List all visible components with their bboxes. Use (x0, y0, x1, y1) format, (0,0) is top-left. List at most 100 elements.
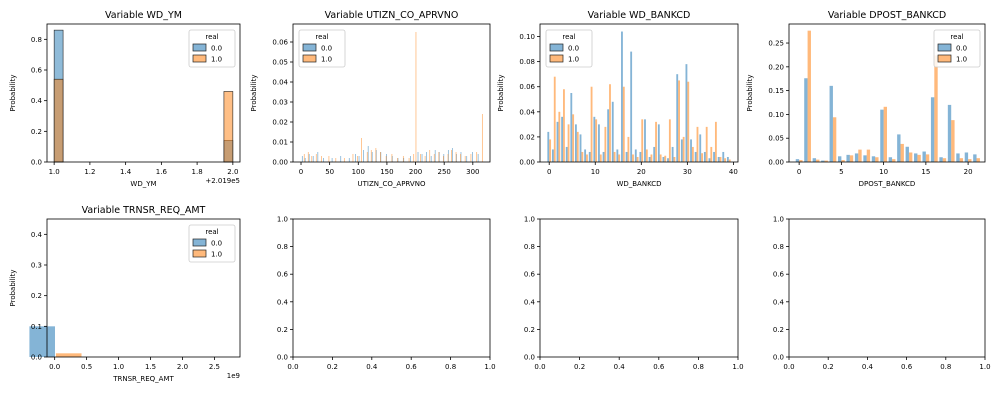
y-tick-label: 0.2 (31, 128, 42, 136)
x-tick-label: 1.0 (113, 363, 124, 371)
bar-1.0-26 (438, 152, 440, 162)
bar-0.0-6 (331, 158, 333, 162)
y-tick-label: 0.20 (768, 63, 784, 71)
bar-1.0-24 (429, 150, 431, 162)
legend-title: real (205, 228, 218, 236)
bar-1.0-10 (361, 138, 362, 162)
y-tick-label: 0.10 (519, 33, 535, 41)
bar-1.0-3 (315, 154, 317, 162)
subplot-2: 0 50 100 150 200 250 300 0.00 0.01 0.02 0.03 0.04 0.… (250, 10, 491, 188)
y-tick-label: 1.0 (773, 216, 784, 224)
x-tick-label: 0 (797, 168, 801, 176)
x-tick-label: 1.0 (49, 168, 60, 176)
subplot-8: 0.0 0.2 0.4 0.6 0.8 1.0 0.0 0.2 0.4 0.6 0.8 1.0 (773, 216, 991, 372)
y-tick-label: 0.25 (768, 40, 784, 48)
bar-0.0-11 (598, 124, 600, 162)
bar-0.0-24 (430, 156, 432, 162)
bar-1.0-25 (664, 155, 667, 162)
y-axis-label: Probability (250, 74, 258, 111)
bar-1.0-9 (875, 157, 879, 162)
bar-0.0-0 (301, 156, 303, 162)
bar-1.0-17 (397, 158, 399, 162)
legend-swatch-0.0 (192, 238, 207, 247)
bar-0.0-1 (804, 78, 808, 162)
bar-1.0-0 (799, 160, 803, 162)
bar-0.0-24 (657, 124, 660, 162)
bar-1.0-28 (447, 154, 449, 162)
bar-1.0-2 (558, 111, 561, 162)
legend-label-1.0: 1.0 (321, 56, 332, 64)
bar-1.0-4 (567, 124, 570, 162)
x-tick-label: 100 (352, 168, 365, 176)
y-tick-label: 0.8 (773, 243, 784, 251)
bar-0.0-2 (556, 121, 559, 162)
bar-0.0-23 (426, 152, 428, 162)
bar-0.0-26 (667, 158, 669, 162)
subplot-3: 0 10 20 30 40 0.00 0.02 0.04 0.06 0.08 0.10 Variabl… (497, 10, 739, 188)
x-tick-label: 0.8 (445, 363, 456, 371)
bar-0.0-32 (466, 156, 468, 162)
bar-0.0-11 (888, 157, 893, 162)
bar-0.0-14 (611, 101, 614, 162)
legend-label-0.0: 0.0 (568, 45, 579, 53)
y-tick-label: 0.02 (519, 133, 535, 141)
x-tick-label: 30 (683, 168, 692, 176)
bar-0.0-37 (717, 156, 720, 162)
bar-1.0-37 (719, 156, 722, 162)
y-tick-label: 0.0 (31, 159, 42, 167)
bar-1.0-2 (311, 156, 313, 162)
bar-0.0-19 (956, 153, 960, 162)
bar-1.0-22 (650, 154, 653, 162)
bar-0.0-34 (703, 151, 706, 162)
bar-1.0-12 (604, 126, 607, 162)
bar-0.0-29 (451, 148, 453, 162)
bar-1.0-16 (391, 154, 393, 162)
x-tick-label: 0.0 (783, 363, 794, 371)
legend-label-1.0: 1.0 (568, 56, 579, 64)
axes-frame (539, 218, 739, 358)
bar-1.0-0 (303, 154, 305, 162)
bar-0.0-31 (690, 139, 692, 162)
y-tick-label: 0.8 (277, 243, 288, 251)
bar-1.0-3 (824, 160, 828, 162)
bar-0.0-1 (304, 158, 306, 162)
bar-0.0-25 (434, 150, 436, 162)
bar-0.0-32 (694, 151, 697, 162)
bars (301, 32, 483, 162)
subplot-5: 0.0 0.5 1.0 1.5 2.0 2.5 0.0 0.1 0.2 0.3 0.4 Variabl… (9, 205, 241, 383)
bar-1.0-6 (576, 131, 579, 162)
subplot-1: 1.0 1.2 1.4 1.6 1.8 2.0 0.0 0.2 0.4 0.6 0.8 Variabl… (9, 10, 241, 188)
legend: real 0.0 1.0 (188, 29, 236, 68)
bar-1.0-8 (352, 154, 354, 162)
bar-1.0-20 (968, 159, 972, 162)
legend-title: real (950, 33, 963, 41)
bar-1.0-27 (443, 156, 444, 162)
x-tick-label: 0.4 (862, 363, 874, 371)
x-tick-label: 40 (729, 168, 738, 176)
bar-1.0-32 (464, 156, 466, 162)
bar-0.0-5 (323, 158, 324, 162)
bar-1.0-6 (335, 158, 337, 162)
legend-swatch-1.0 (192, 54, 207, 63)
bar-1.0-3 (563, 89, 565, 162)
bar-1.0-19 (408, 158, 410, 162)
bar-1.0-0 (55, 353, 82, 357)
x-tick-label: 1.0 (484, 363, 495, 371)
bar-1.0-15 (385, 156, 387, 162)
axes-frame (788, 23, 986, 163)
y-tick-label: 0.0 (524, 354, 535, 362)
bar-1.0-31 (691, 146, 694, 162)
bar-1.0-18 (951, 120, 955, 162)
bar-1.0-5 (572, 114, 575, 162)
bars (547, 31, 731, 163)
y-tick-label: 0.00 (272, 159, 288, 167)
bar-1.0-16 (622, 86, 625, 162)
bar-0.0-20 (410, 156, 411, 162)
bar-0.0-39 (726, 156, 729, 162)
bar-0.0-8 (584, 149, 587, 162)
bar-1.0-5 (841, 160, 845, 162)
x-tick-label: 0.5 (81, 363, 92, 371)
legend-swatch-1.0 (302, 54, 317, 63)
bar-0.0-20 (964, 152, 969, 162)
x-tick-label: 5 (839, 168, 843, 176)
